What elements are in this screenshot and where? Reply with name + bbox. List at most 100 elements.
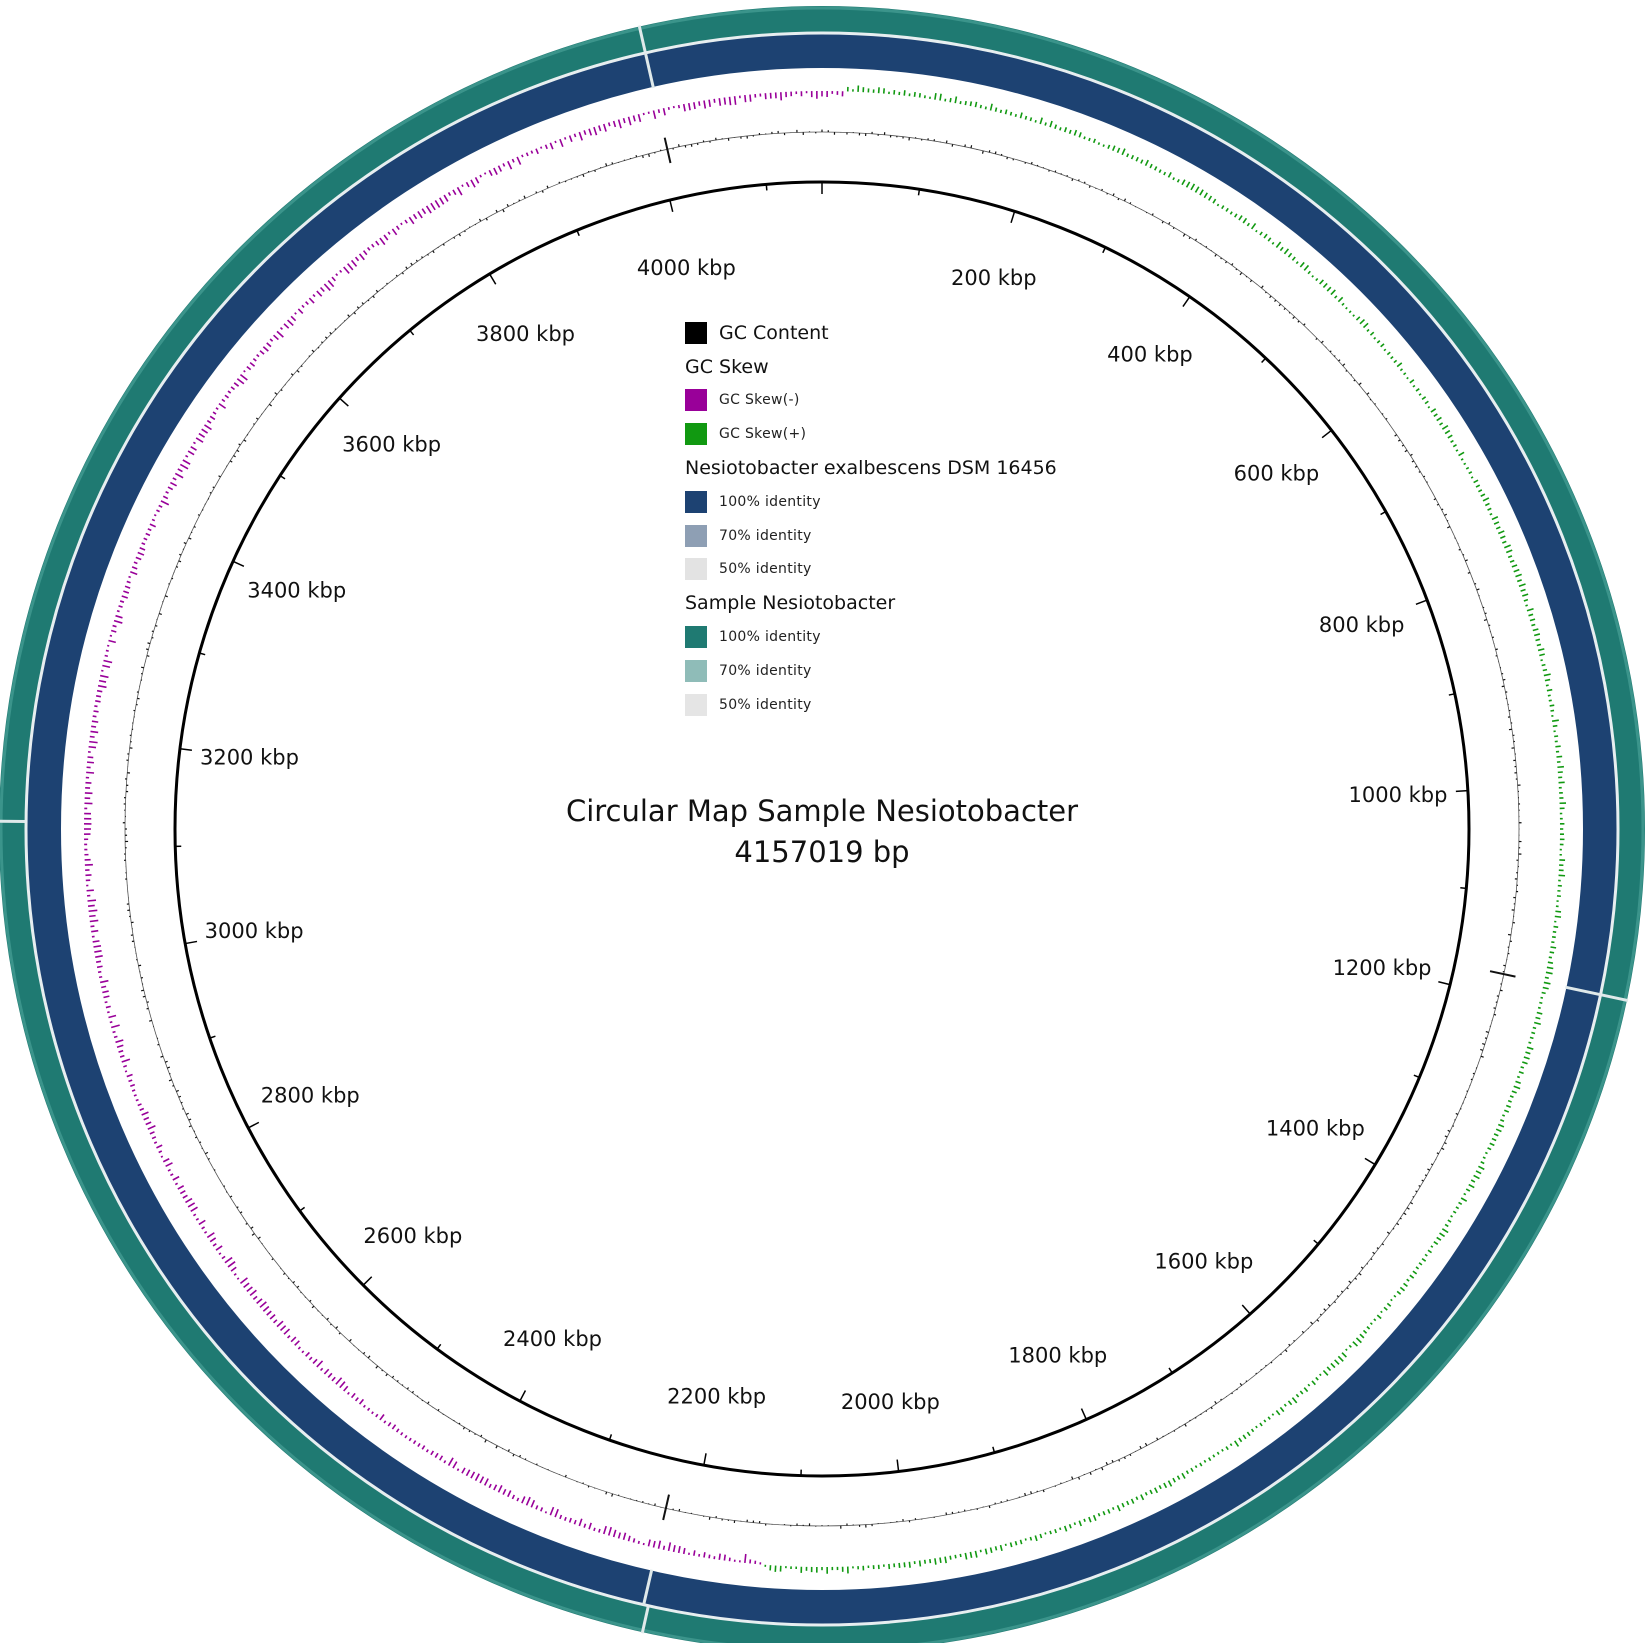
gc-skew-bar <box>1536 643 1542 647</box>
gc-skew-bar <box>525 1496 531 1506</box>
gc-content-bar <box>1404 449 1408 453</box>
gc-skew-bar <box>1515 573 1522 578</box>
gc-skew-bar <box>470 179 476 188</box>
legend-swatch-reference-100 <box>685 490 707 513</box>
gc-skew-bar <box>115 1039 124 1044</box>
gc-content-bar <box>1350 374 1353 376</box>
gc-skew-bar <box>130 571 138 576</box>
sample-ring-gap <box>637 25 647 54</box>
gc-skew-bar <box>379 1414 385 1421</box>
gc-content-bar <box>329 331 332 335</box>
gc-skew-bar <box>923 1559 927 1564</box>
gc-skew-bar <box>1484 1151 1488 1155</box>
gc-content-bar <box>1444 1135 1448 1138</box>
tick-mark <box>185 940 198 945</box>
gc-skew-bar <box>898 1562 901 1568</box>
legend-label: GC Content <box>719 321 829 344</box>
gc-skew-bar <box>312 294 316 298</box>
gc-skew-bar <box>269 338 274 342</box>
gc-skew-bar <box>227 1261 236 1268</box>
gc-content-bar <box>146 655 150 657</box>
gc-skew-bar <box>1163 1482 1168 1489</box>
gc-skew-bar <box>1393 359 1398 364</box>
tick-labels: 200 kbp 400 kbp 600 kbp 800 kbp 1000 kbp 1200… <box>200 256 1447 1414</box>
gc-skew-bar <box>1545 684 1549 687</box>
gc-content-bar <box>1231 1392 1233 1395</box>
gc-skew-bar <box>1463 1192 1467 1196</box>
gc-content-bar <box>1123 1456 1126 1460</box>
gc-content-bar <box>453 236 456 239</box>
gc-skew-bar <box>316 1360 324 1368</box>
gc-skew-bar <box>383 1420 387 1424</box>
gc-skew-bar <box>1039 1533 1043 1539</box>
gc-skew-bar <box>483 1478 489 1486</box>
gc-skew-bar <box>283 1328 291 1335</box>
gc-content-bar <box>541 190 544 193</box>
gc-skew-bar <box>493 167 498 175</box>
gc-content-bar <box>1493 1007 1496 1009</box>
tick-marks <box>175 182 1468 1476</box>
gc-skew-bar <box>1487 1147 1492 1151</box>
legend-item-gc-skew-plus: GC Skew(+) <box>685 417 1105 451</box>
gc-skew-bar <box>305 1351 310 1357</box>
gc-content-bar <box>1480 1055 1484 1058</box>
gc-content-bar <box>502 209 505 213</box>
gc-content-bar <box>213 1169 216 1171</box>
gc-skew-bar <box>1555 910 1562 913</box>
gc-skew-bar <box>119 600 125 603</box>
gc-skew-bar <box>1263 233 1268 239</box>
gc-skew-bar <box>652 1540 656 1548</box>
gc-skew-bar <box>652 110 657 120</box>
gc-content-track <box>122 129 1522 1529</box>
gc-skew-bar <box>1337 296 1344 303</box>
gc-skew-bar <box>434 1452 439 1458</box>
gc-content-bar <box>1441 508 1444 511</box>
gc-content-bar <box>1372 1251 1376 1255</box>
gc-skew-bar <box>1551 936 1556 939</box>
gc-skew-bar <box>447 192 452 196</box>
gc-skew-bar <box>1430 1245 1434 1248</box>
gc-skew-bar <box>130 1083 136 1087</box>
legend-swatch-gc-skew-plus <box>685 423 707 446</box>
tick-label: 2800 kbp <box>261 1084 360 1108</box>
gc-skew-bar <box>172 1175 180 1181</box>
gc-skew-bar <box>516 1497 520 1502</box>
gc-skew-bar <box>474 177 480 184</box>
gc-content-bar <box>391 1375 395 1379</box>
gc-skew-bar <box>170 481 178 487</box>
gc-skew-bar <box>1447 434 1453 439</box>
gc-skew-bar <box>1491 1137 1497 1142</box>
gc-skew-bar <box>94 705 98 708</box>
gc-skew-bar <box>233 382 240 387</box>
gc-skew-bar <box>1439 1232 1446 1238</box>
gc-skew-bar <box>1158 1485 1162 1490</box>
gc-skew-bar <box>1068 1523 1072 1529</box>
gc-skew-bar <box>1470 1179 1476 1183</box>
gc-skew-bar <box>1450 1215 1453 1218</box>
gc-skew-bar <box>502 1488 507 1495</box>
gc-skew-bar <box>502 163 506 167</box>
gc-skew-bar <box>259 350 265 355</box>
gc-content-bar <box>1480 1048 1484 1051</box>
gc-skew-bar <box>929 1558 932 1564</box>
gc-content-bar <box>1346 1287 1349 1290</box>
gc-skew-bar <box>1255 229 1258 233</box>
gc-skew-bar <box>723 97 727 105</box>
gc-content-bar <box>994 151 997 155</box>
gc-content-bar <box>1255 1372 1258 1375</box>
gc-skew-bar <box>294 312 297 315</box>
gc-skew-bar <box>123 1064 128 1068</box>
gc-skew-bar <box>470 1471 476 1479</box>
gc-skew-bar <box>193 1213 197 1217</box>
gc-skew-bar <box>109 634 113 637</box>
gc-skew-bar <box>1480 493 1486 497</box>
gc-skew-bar <box>97 684 107 689</box>
gc-skew-bar <box>718 98 722 106</box>
gc-content-bar <box>147 642 151 645</box>
legend-item-sample-70: 70% identity <box>685 654 1105 688</box>
gc-skew-bar <box>733 96 737 105</box>
gc-skew-bar <box>126 580 131 584</box>
gc-skew-bar <box>350 259 358 267</box>
gc-skew-bar <box>1088 1516 1092 1523</box>
gc-skew-bar <box>1234 213 1238 218</box>
